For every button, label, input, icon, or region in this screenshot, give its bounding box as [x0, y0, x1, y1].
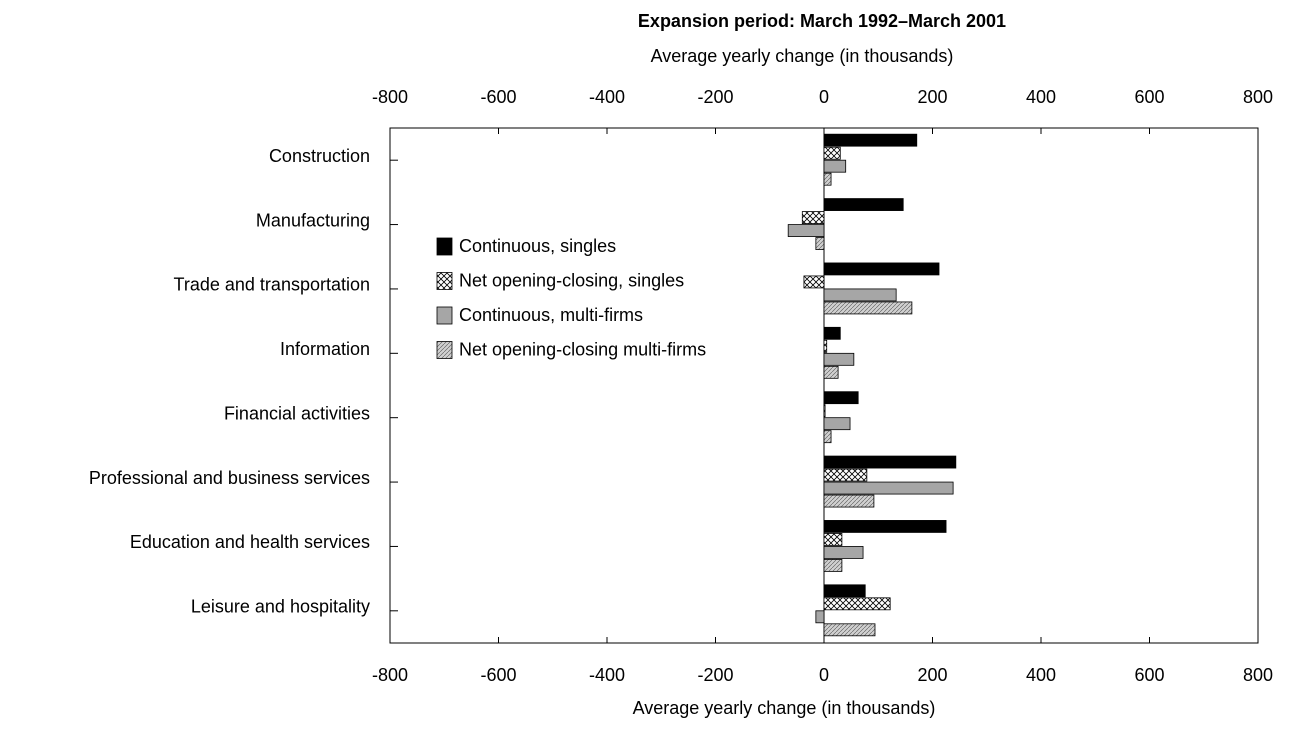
bar [823, 584, 866, 598]
legend-label: Continuous, multi-firms [459, 305, 643, 325]
bar [823, 417, 851, 431]
x-tick-label: 200 [917, 665, 947, 685]
x-tick-label-top: 400 [1026, 87, 1056, 107]
bar [823, 326, 841, 340]
bar [823, 404, 826, 418]
x-tick-label-top: -200 [697, 87, 733, 107]
y-tick-label: Information [280, 339, 370, 359]
bar [823, 146, 841, 160]
x-tick-label: 0 [819, 665, 829, 685]
bar [823, 352, 855, 366]
bar [815, 237, 825, 250]
bar [823, 430, 832, 444]
chart-title: Expansion period: March 1992–March 2001 [638, 11, 1006, 31]
bar [823, 288, 897, 302]
bar [823, 481, 954, 495]
y-tick-label: Trade and transportation [174, 275, 370, 295]
x-tick-label: -400 [589, 665, 625, 685]
x-tick-label: -600 [480, 665, 516, 685]
bar [801, 211, 825, 224]
bar [823, 623, 876, 637]
y-tick-label: Manufacturing [256, 210, 370, 230]
bar [787, 224, 825, 237]
legend-swatch [436, 306, 453, 325]
bar [823, 339, 828, 353]
bar [823, 494, 875, 508]
x-tick-label-top: 0 [819, 87, 829, 107]
x-axis-title: Average yearly change (in thousands) [633, 698, 936, 718]
legend-label: Continuous, singles [459, 236, 616, 256]
y-tick-label: Professional and business services [89, 468, 370, 488]
bar [823, 391, 859, 405]
x-axis-title-top: Average yearly change (in thousands) [651, 46, 954, 66]
y-tick-label: Financial activities [224, 403, 370, 423]
x-tick-label-top: 600 [1134, 87, 1164, 107]
bar [823, 172, 832, 186]
bar [823, 159, 847, 173]
bar [823, 520, 947, 533]
x-tick-label-top: 200 [917, 87, 947, 107]
bar [823, 468, 868, 482]
x-tick-label: 800 [1243, 665, 1273, 685]
x-tick-label: 400 [1026, 665, 1056, 685]
x-tick-label-top: -800 [372, 87, 408, 107]
legend-swatch [436, 237, 453, 256]
bar [823, 559, 843, 572]
bar [803, 275, 825, 289]
legend-swatch [436, 341, 453, 359]
x-tick-label-top: -400 [589, 87, 625, 107]
bar [823, 455, 957, 469]
x-tick-label: -200 [697, 665, 733, 685]
legend-swatch [436, 272, 453, 290]
bar [823, 133, 918, 147]
bar [823, 533, 843, 546]
bar [823, 301, 913, 315]
x-tick-label: -800 [372, 665, 408, 685]
x-tick-label: 600 [1134, 665, 1164, 685]
bar [823, 597, 891, 611]
bar [823, 546, 864, 559]
y-tick-label: Leisure and hospitality [191, 597, 370, 617]
bar [823, 365, 839, 379]
bar [823, 198, 904, 211]
y-tick-label: Construction [269, 146, 370, 166]
x-tick-label-top: 800 [1243, 87, 1273, 107]
y-tick-label: Education and health services [130, 532, 370, 552]
bar [823, 262, 940, 276]
legend-label: Net opening-closing, singles [459, 270, 684, 290]
legend-label: Net opening-closing multi-firms [459, 339, 706, 359]
x-tick-label-top: -600 [480, 87, 516, 107]
bar [815, 610, 825, 624]
